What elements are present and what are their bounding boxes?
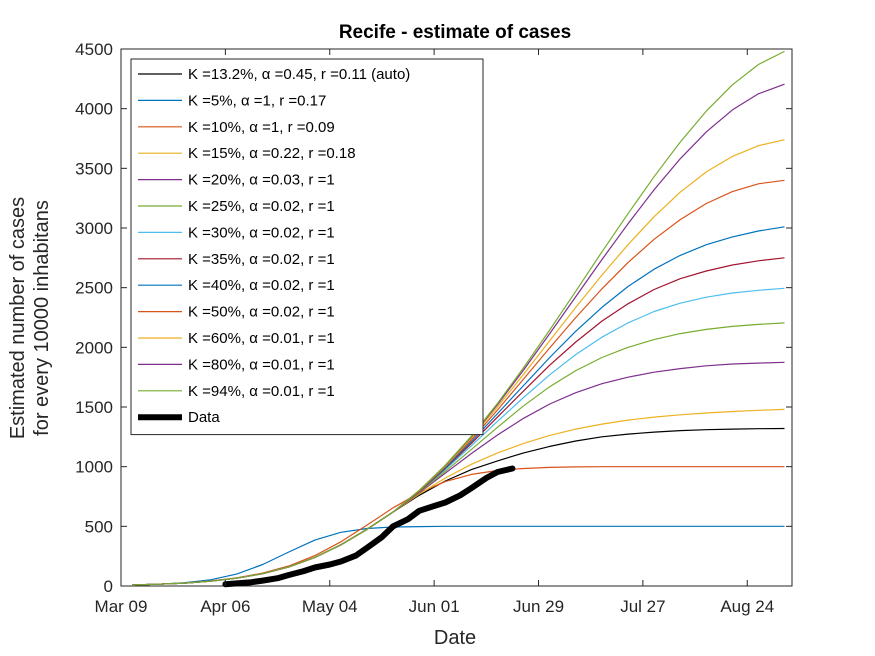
y-tick-label: 2000 xyxy=(75,338,113,357)
observed-data-layer xyxy=(222,465,516,588)
y-tick-label: 4000 xyxy=(75,100,113,119)
x-tick-label: Apr 06 xyxy=(200,597,250,616)
y-tick-label: 1000 xyxy=(75,458,113,477)
legend-entry: K =30%, α =0.02, r =1 xyxy=(188,224,335,241)
x-tick-label: Mar 09 xyxy=(95,597,148,616)
legend-entry: K =40%, α =0.02, r =1 xyxy=(188,277,335,294)
series-line xyxy=(132,525,785,586)
y-tick-label: 3500 xyxy=(75,159,113,178)
legend-entry: Data xyxy=(188,409,220,426)
data-series-line xyxy=(222,465,516,588)
y-axis-label-line-2: for every 10000 inhabitans xyxy=(31,200,53,436)
x-axis: Mar 09 Apr 06 May 04 Jun 01 Jun 29 Jul 27 Aug … xyxy=(95,49,774,616)
legend-entry: K =20%, α =0.03, r =1 xyxy=(188,172,335,189)
y-tick-label: 0 xyxy=(104,577,113,596)
legend-entry: K =94%, α =0.01, r =1 xyxy=(188,383,335,400)
x-tick-label: Jun 01 xyxy=(409,597,460,616)
legend-box xyxy=(130,58,484,436)
x-tick-label: Jun 29 xyxy=(513,597,564,616)
legend-entry: K =80%, α =0.01, r =1 xyxy=(188,356,335,373)
legend-entry: K =10%, α =1, r =0.09 xyxy=(188,119,335,136)
legend-entry: K =35%, α =0.02, r =1 xyxy=(188,251,335,268)
x-axis-label: Date xyxy=(434,627,476,649)
y-tick-label: 500 xyxy=(85,517,113,536)
series-line xyxy=(132,50,785,586)
series-layer xyxy=(132,50,785,586)
y-tick-label: 2500 xyxy=(75,279,113,298)
legend-entry: K =13.2%, α =0.45, r =0.11 (auto) xyxy=(188,66,410,83)
legend-entry: K =15%, α =0.22, r =0.18 xyxy=(188,145,356,162)
x-tick-label: Aug 24 xyxy=(720,597,774,616)
x-tick-label: Jul 27 xyxy=(620,597,665,616)
legend-entry: K =25%, α =0.02, r =1 xyxy=(188,198,335,215)
x-tick-label: May 04 xyxy=(302,597,358,616)
legend-entry: K =5%, α =1, r =0.17 xyxy=(188,92,326,109)
y-axis-label-line-1: Estimated number of cases xyxy=(7,197,29,439)
legend-entry: K =60%, α =0.01, r =1 xyxy=(188,330,335,347)
y-tick-label: 3000 xyxy=(75,219,113,238)
legend: K =13.2%, α =0.45, r =0.11 (auto) K =5%, … xyxy=(130,58,484,436)
legend-entry: K =50%, α =0.02, r =1 xyxy=(188,304,335,321)
y-axis: 0 500 1000 1500 2000 2500 3000 3500 4000 4500 xyxy=(75,40,792,596)
y-tick-label: 4500 xyxy=(75,40,113,59)
y-tick-label: 1500 xyxy=(75,398,113,417)
chart-title: Recife - estimate of cases xyxy=(339,22,571,43)
